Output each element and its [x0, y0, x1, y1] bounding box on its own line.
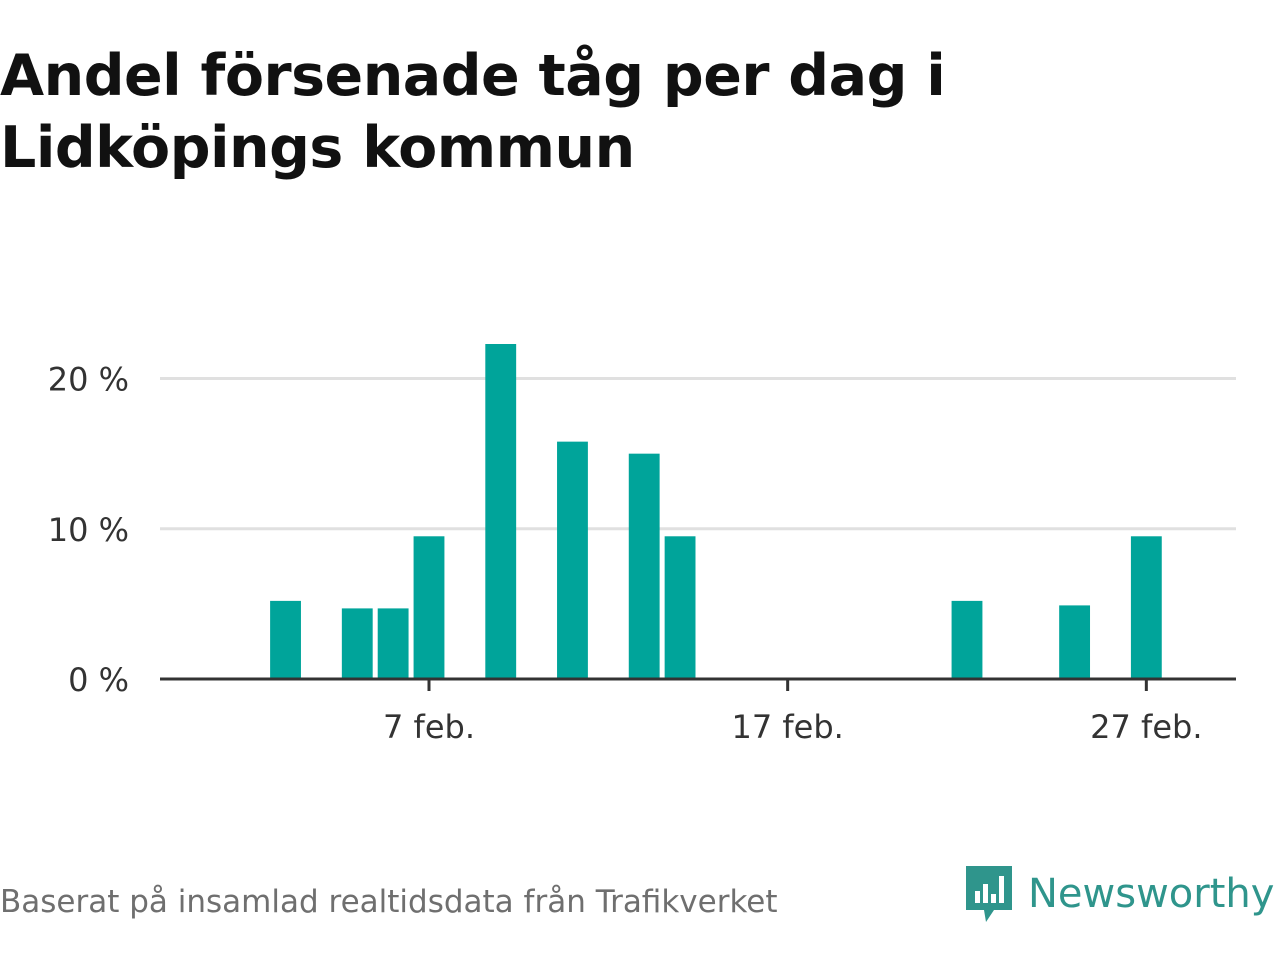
y-tick-label: 20 % — [48, 361, 129, 399]
bar — [628, 453, 660, 679]
brand-name: Newsworthy — [1028, 871, 1275, 917]
bar — [413, 536, 445, 679]
x-tick-label: 7 feb. — [383, 708, 475, 746]
bar — [1130, 536, 1162, 679]
bar — [1059, 605, 1091, 679]
source-note: Baserat på insamlad realtidsdata från Tr… — [0, 884, 778, 920]
grid-lines — [160, 377, 1236, 531]
brand-logo[interactable]: Newsworthy — [964, 864, 1274, 924]
x-tick-label: 17 feb. — [732, 708, 844, 746]
x-axis-labels: 7 feb. 17 feb. 27 feb. — [383, 708, 1202, 746]
chart-title: Andel försenade tåg per dag i Lidköpings… — [0, 43, 946, 181]
bars — [270, 344, 1162, 679]
y-tick-label: 10 % — [48, 511, 129, 549]
bar — [951, 600, 983, 679]
bar — [664, 536, 696, 679]
x-axis — [160, 677, 1236, 691]
bar — [377, 608, 409, 679]
y-axis-labels: 0 % 10 % 20 % — [48, 361, 129, 699]
bar — [557, 441, 588, 679]
bar-chart: 0 % 10 % 20 % 7 feb. 17 feb. 27 feb. — [48, 344, 1236, 746]
bar — [485, 344, 517, 679]
bar — [341, 608, 373, 679]
newsworthy-logo-icon — [966, 866, 1012, 922]
bar — [270, 600, 301, 679]
x-tick-label: 27 feb. — [1090, 708, 1202, 746]
y-tick-label: 0 % — [68, 661, 129, 699]
